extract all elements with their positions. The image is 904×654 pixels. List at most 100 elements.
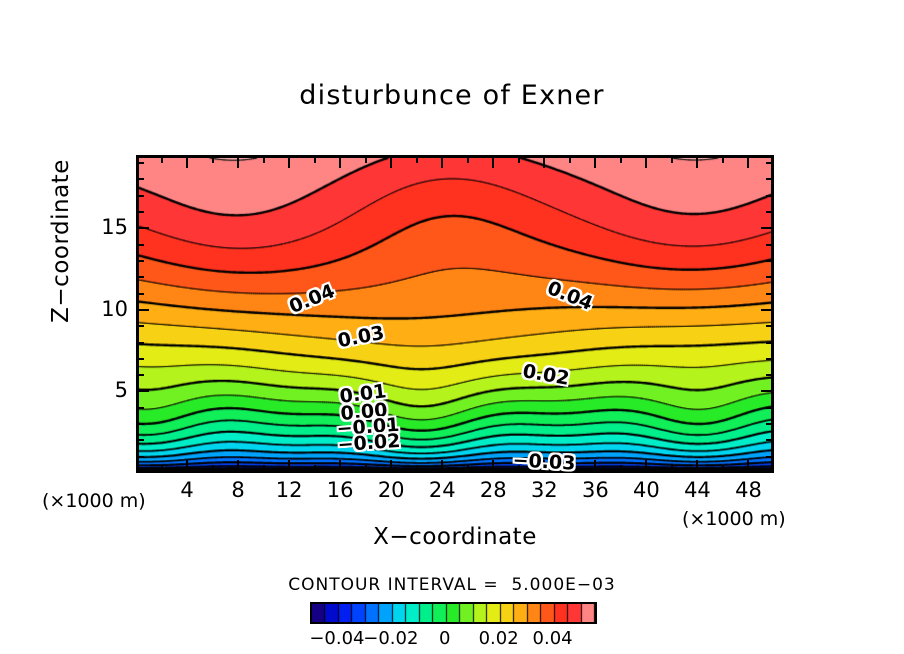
x-tick-top-14 — [313, 155, 316, 163]
y-tick-l-12 — [136, 276, 144, 279]
y-tick-r-18 — [766, 178, 774, 181]
x-tick-bot-10 — [262, 465, 265, 473]
x-tick-bot-48 — [747, 460, 750, 473]
y-tick-label: 5 — [114, 378, 128, 403]
colorbar-gradient — [312, 604, 595, 622]
x-tick-top-22 — [415, 155, 418, 163]
y-tick-label: 10 — [101, 296, 128, 321]
x-tick-bot-46 — [721, 465, 724, 473]
y-tick-r-8 — [766, 341, 774, 344]
contour-interval-caption: CONTOUR INTERVAL = 5.000E−03 — [288, 575, 616, 595]
x-tick-top-38 — [619, 155, 622, 163]
x-tick-top-30 — [517, 155, 520, 163]
x-tick-bot-28 — [492, 460, 495, 473]
y-tick-r-6 — [766, 374, 774, 377]
x-tick-top-8 — [237, 155, 240, 168]
x-tick-bot-34 — [568, 465, 571, 473]
y-tick-r-1 — [766, 455, 774, 458]
x-tick-label: 12 — [275, 478, 303, 502]
x-tick-top-44 — [696, 155, 699, 168]
x-tick-top-24 — [441, 155, 444, 168]
x-axis-title: X−coordinate — [373, 524, 537, 550]
x-tick-bot-36 — [594, 460, 597, 473]
y-tick-r-12 — [766, 276, 774, 279]
x-tick-label: 4 — [180, 478, 194, 502]
contour-field — [139, 158, 771, 470]
contour-label: −0.03 — [512, 449, 576, 475]
x-tick-bot-42 — [670, 465, 673, 473]
x-tick-bot-24 — [441, 460, 444, 473]
x-tick-bot-14 — [313, 465, 316, 473]
x-tick-label: 16 — [326, 478, 354, 502]
x-units-right: (×1000 m) — [682, 508, 786, 530]
x-tick-label: 32 — [530, 478, 558, 502]
x-tick-top-26 — [466, 155, 469, 163]
x-tick-bot-6 — [211, 465, 214, 473]
page-title: disturbunce of Exner — [299, 80, 605, 111]
y-tick-l-1 — [136, 455, 144, 458]
y-tick-r-16 — [766, 211, 774, 214]
x-tick-label: 44 — [684, 478, 711, 502]
x-tick-bot-38 — [619, 465, 622, 473]
colorbar-tick-label: 0.04 — [532, 628, 573, 649]
x-units-left: (×1000 m) — [42, 490, 146, 512]
x-tick-top-18 — [364, 155, 367, 163]
y-tick-l-2 — [136, 439, 144, 442]
y-tick-l-6 — [136, 374, 144, 377]
y-tick-l-15 — [136, 227, 149, 230]
y-tick-l-13 — [136, 260, 144, 262]
x-tick-top-12 — [288, 155, 291, 168]
x-tick-bot-2 — [160, 465, 163, 473]
y-tick-l-17 — [136, 194, 144, 197]
y-tick-r-9 — [766, 325, 774, 328]
x-tick-label: 40 — [633, 478, 660, 502]
colorbar-tick-label: −0.02 — [363, 628, 419, 649]
x-tick-top-20 — [390, 155, 393, 168]
y-tick-r-5 — [761, 390, 774, 393]
y-tick-l-11 — [136, 292, 144, 295]
y-tick-l-7 — [136, 357, 144, 360]
x-tick-bot-30 — [517, 465, 520, 473]
colorbar-tick-label: −0.04 — [309, 628, 365, 649]
x-tick-bot-20 — [390, 460, 393, 473]
x-tick-bot-18 — [364, 465, 367, 473]
x-tick-label: 36 — [581, 478, 609, 502]
x-tick-label: 8 — [231, 478, 245, 502]
x-tick-top-28 — [492, 155, 495, 168]
x-tick-top-46 — [721, 155, 724, 163]
y-tick-label: 15 — [101, 215, 128, 240]
y-tick-l-4 — [136, 406, 144, 409]
y-axis-title: Z−coordinate — [48, 159, 74, 323]
y-tick-r-4 — [766, 406, 774, 409]
y-tick-l-9 — [136, 325, 144, 328]
x-tick-top-4 — [186, 155, 189, 168]
y-tick-r-14 — [766, 243, 774, 246]
y-tick-r-2 — [766, 439, 774, 442]
x-tick-bot-8 — [237, 460, 240, 473]
y-tick-r-10 — [761, 308, 774, 311]
x-tick-top-34 — [568, 155, 571, 163]
x-tick-bot-32 — [543, 460, 546, 473]
colorbar-tick-label: 0.02 — [478, 628, 519, 649]
x-tick-bot-44 — [696, 460, 699, 473]
colorbar — [310, 602, 597, 624]
y-tick-r-17 — [766, 194, 774, 197]
x-tick-bot-26 — [466, 465, 469, 473]
x-tick-top-6 — [211, 155, 214, 163]
y-tick-l-19 — [136, 162, 144, 165]
x-tick-label: 48 — [735, 478, 762, 502]
y-tick-l-3 — [136, 423, 144, 426]
x-tick-bot-16 — [339, 460, 342, 473]
y-tick-r-7 — [766, 357, 774, 360]
x-tick-top-2 — [160, 155, 163, 163]
x-tick-label: 20 — [377, 478, 405, 502]
y-tick-r-11 — [766, 292, 774, 295]
contour-label: −0.02 — [336, 429, 402, 457]
y-tick-l-8 — [136, 341, 144, 344]
x-tick-top-36 — [594, 155, 597, 168]
y-tick-l-14 — [136, 243, 144, 246]
x-tick-top-48 — [747, 155, 750, 168]
x-tick-label: 24 — [428, 478, 456, 502]
y-tick-l-10 — [136, 308, 149, 311]
